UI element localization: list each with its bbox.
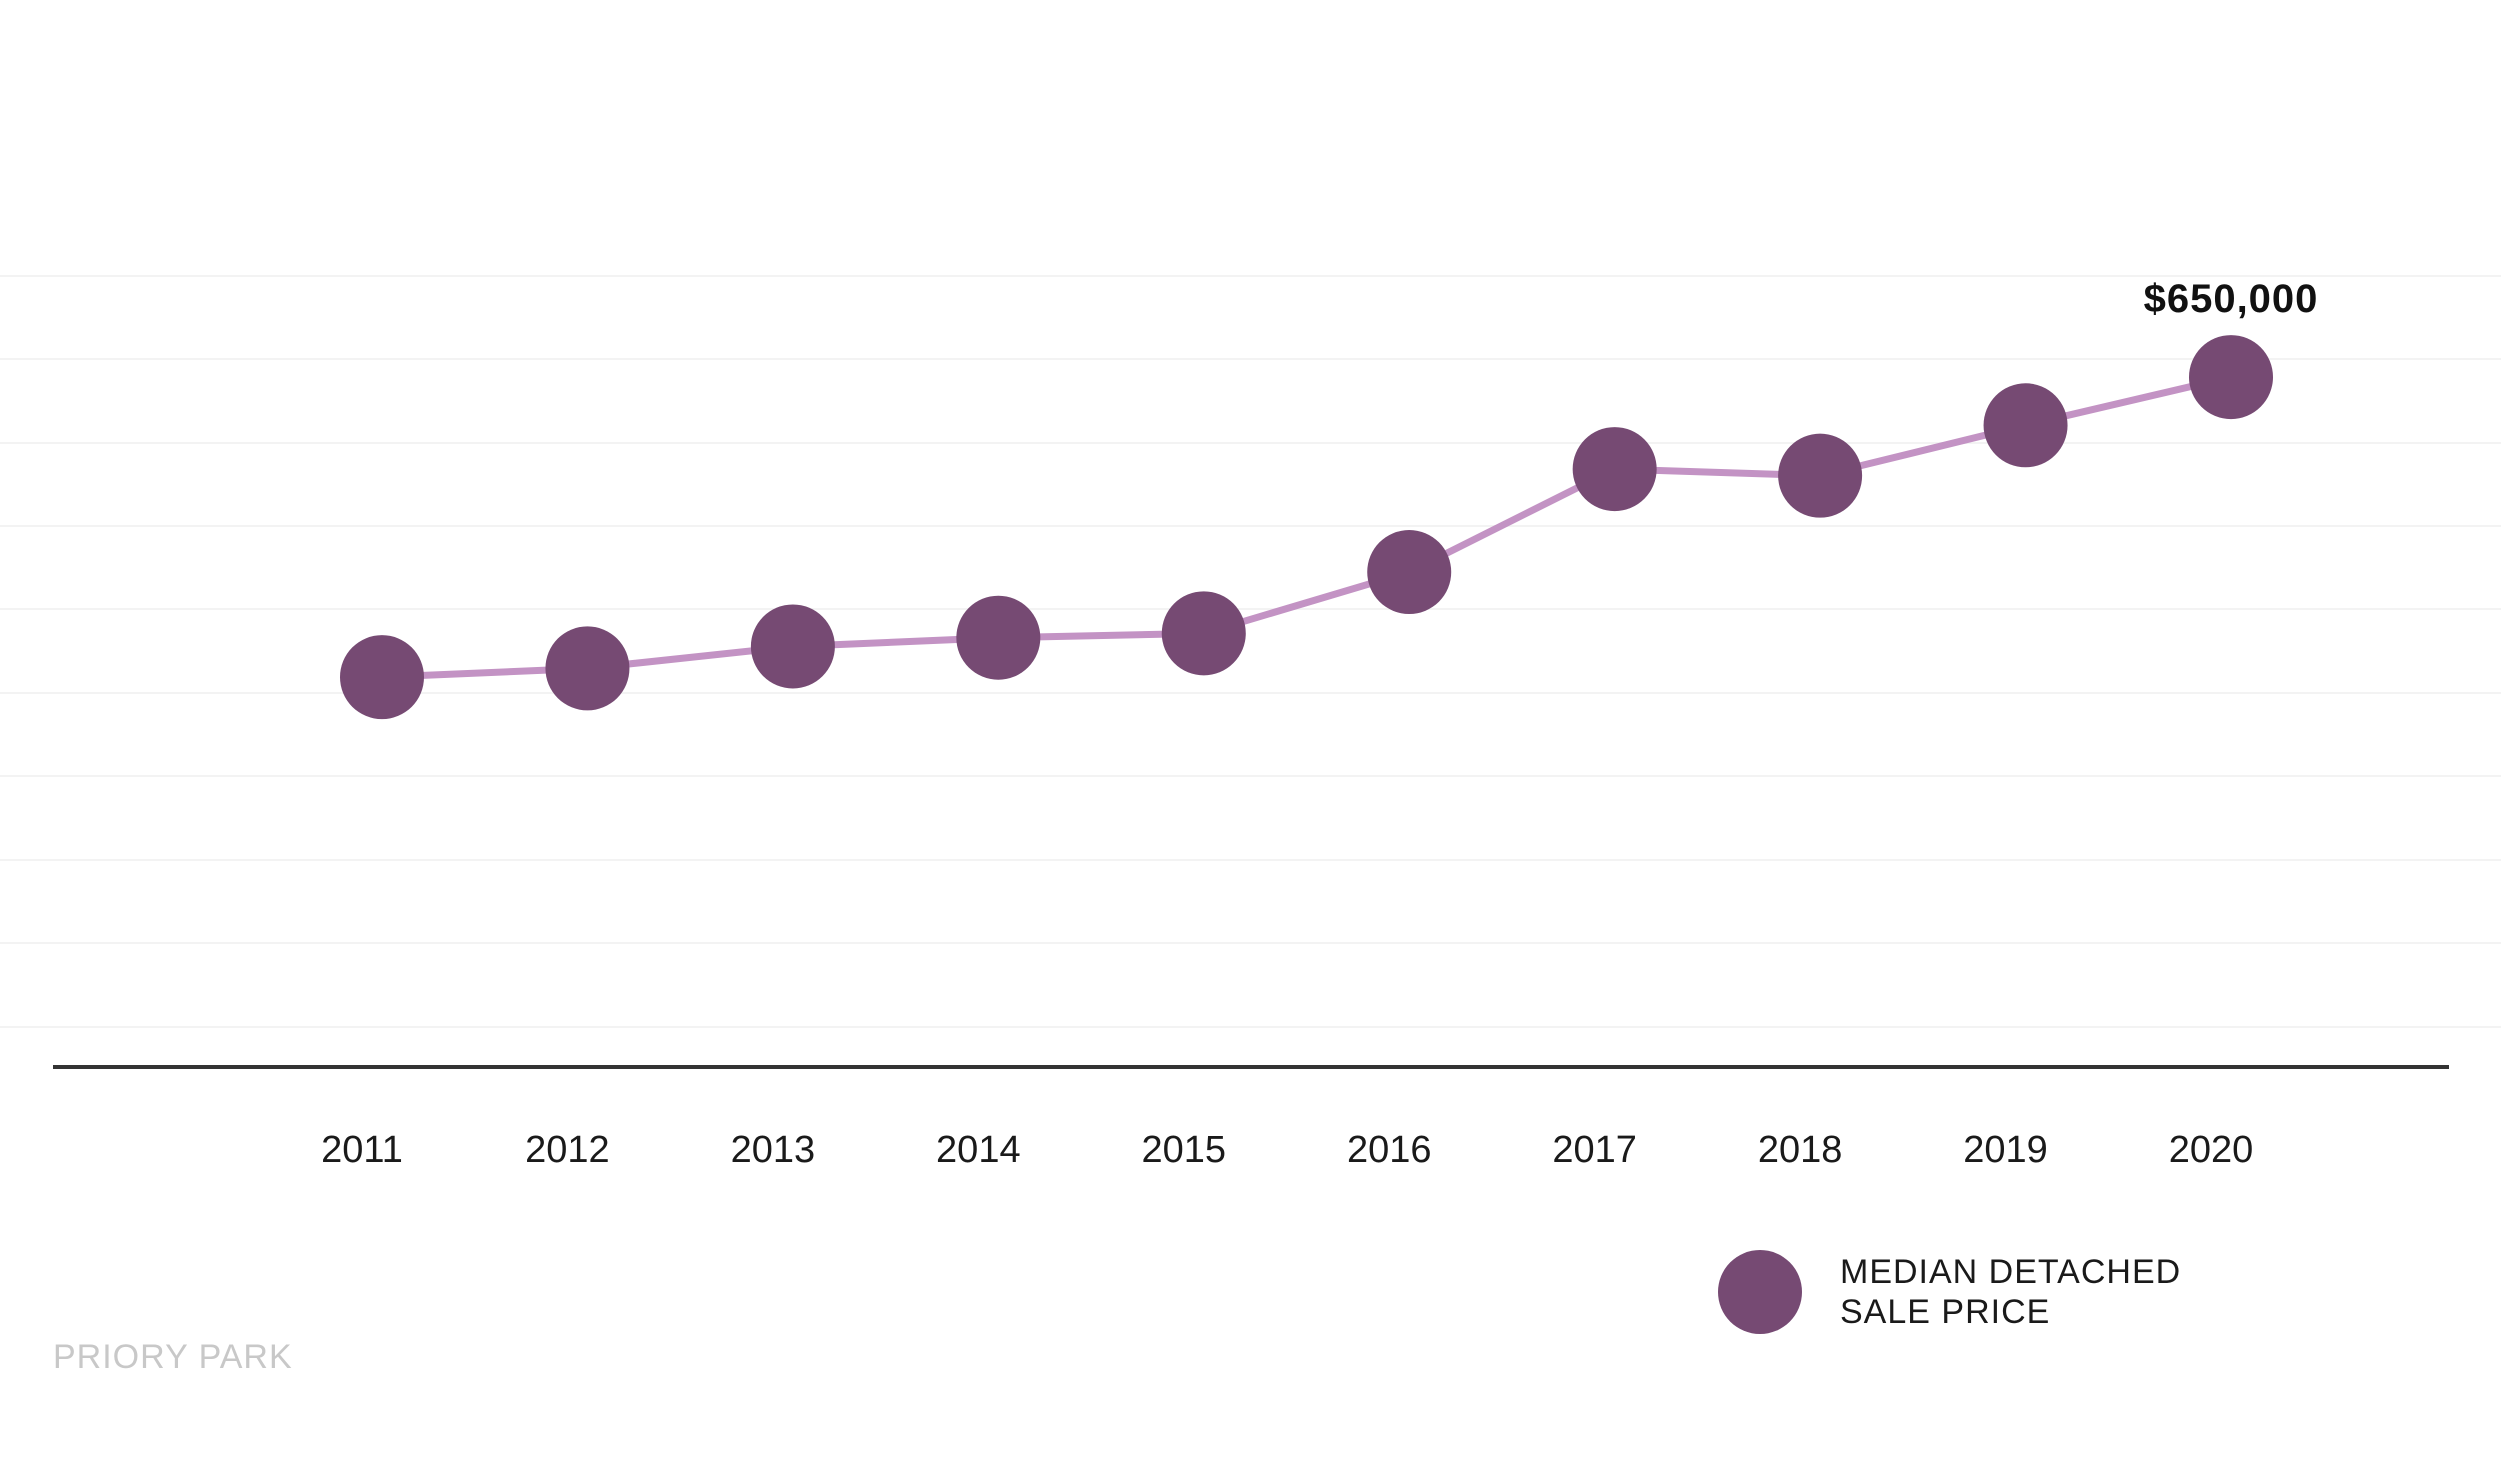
data-point-2019 (1983, 383, 2068, 468)
data-point-2016 (1367, 530, 1452, 615)
legend-label-line2: SALE PRICE (1840, 1293, 2051, 1331)
series-line-group (381, 373, 2232, 681)
x-tick-label-2017: 2017 (1552, 1129, 1637, 1171)
x-tick-label-2019: 2019 (1963, 1129, 2048, 1171)
series-line (381, 373, 2232, 681)
data-label-2020: $650,000 (2144, 277, 2319, 321)
data-points (340, 335, 2273, 720)
annotations: $650,000 (2144, 277, 2319, 321)
x-tick-label-2011: 2011 (321, 1129, 403, 1171)
legend: MEDIAN DETACHED SALE PRICE (1718, 1250, 2200, 1334)
legend-label: MEDIAN DETACHED SALE PRICE (1840, 1252, 2200, 1332)
data-point-2012 (545, 626, 630, 711)
data-point-2011 (340, 635, 424, 720)
footer-label: PRIORY PARK (53, 1338, 293, 1376)
data-point-2017 (1572, 427, 1657, 512)
data-point-2013 (750, 604, 835, 689)
data-point-2020 (2189, 335, 2273, 420)
x-tick-label-2015: 2015 (1142, 1129, 1227, 1171)
x-tick-label-2018: 2018 (1758, 1129, 1843, 1171)
x-tick-label-2013: 2013 (731, 1129, 816, 1171)
x-tick-label-2012: 2012 (525, 1129, 610, 1171)
legend-label-line1: MEDIAN DETACHED (1840, 1253, 2182, 1291)
legend-marker-icon (1718, 1250, 1802, 1334)
data-point-2018 (1778, 433, 1863, 518)
data-point-2015 (1161, 591, 1246, 676)
x-tick-label-2016: 2016 (1347, 1129, 1432, 1171)
data-point-2014 (956, 595, 1041, 680)
x-tick-labels: 2011 2012 2013 2014 2015 2016 2017 2018 2019 2020 (321, 1129, 2253, 1171)
x-tick-label-2014: 2014 (936, 1129, 1021, 1171)
x-tick-label-2020: 2020 (2169, 1129, 2254, 1171)
